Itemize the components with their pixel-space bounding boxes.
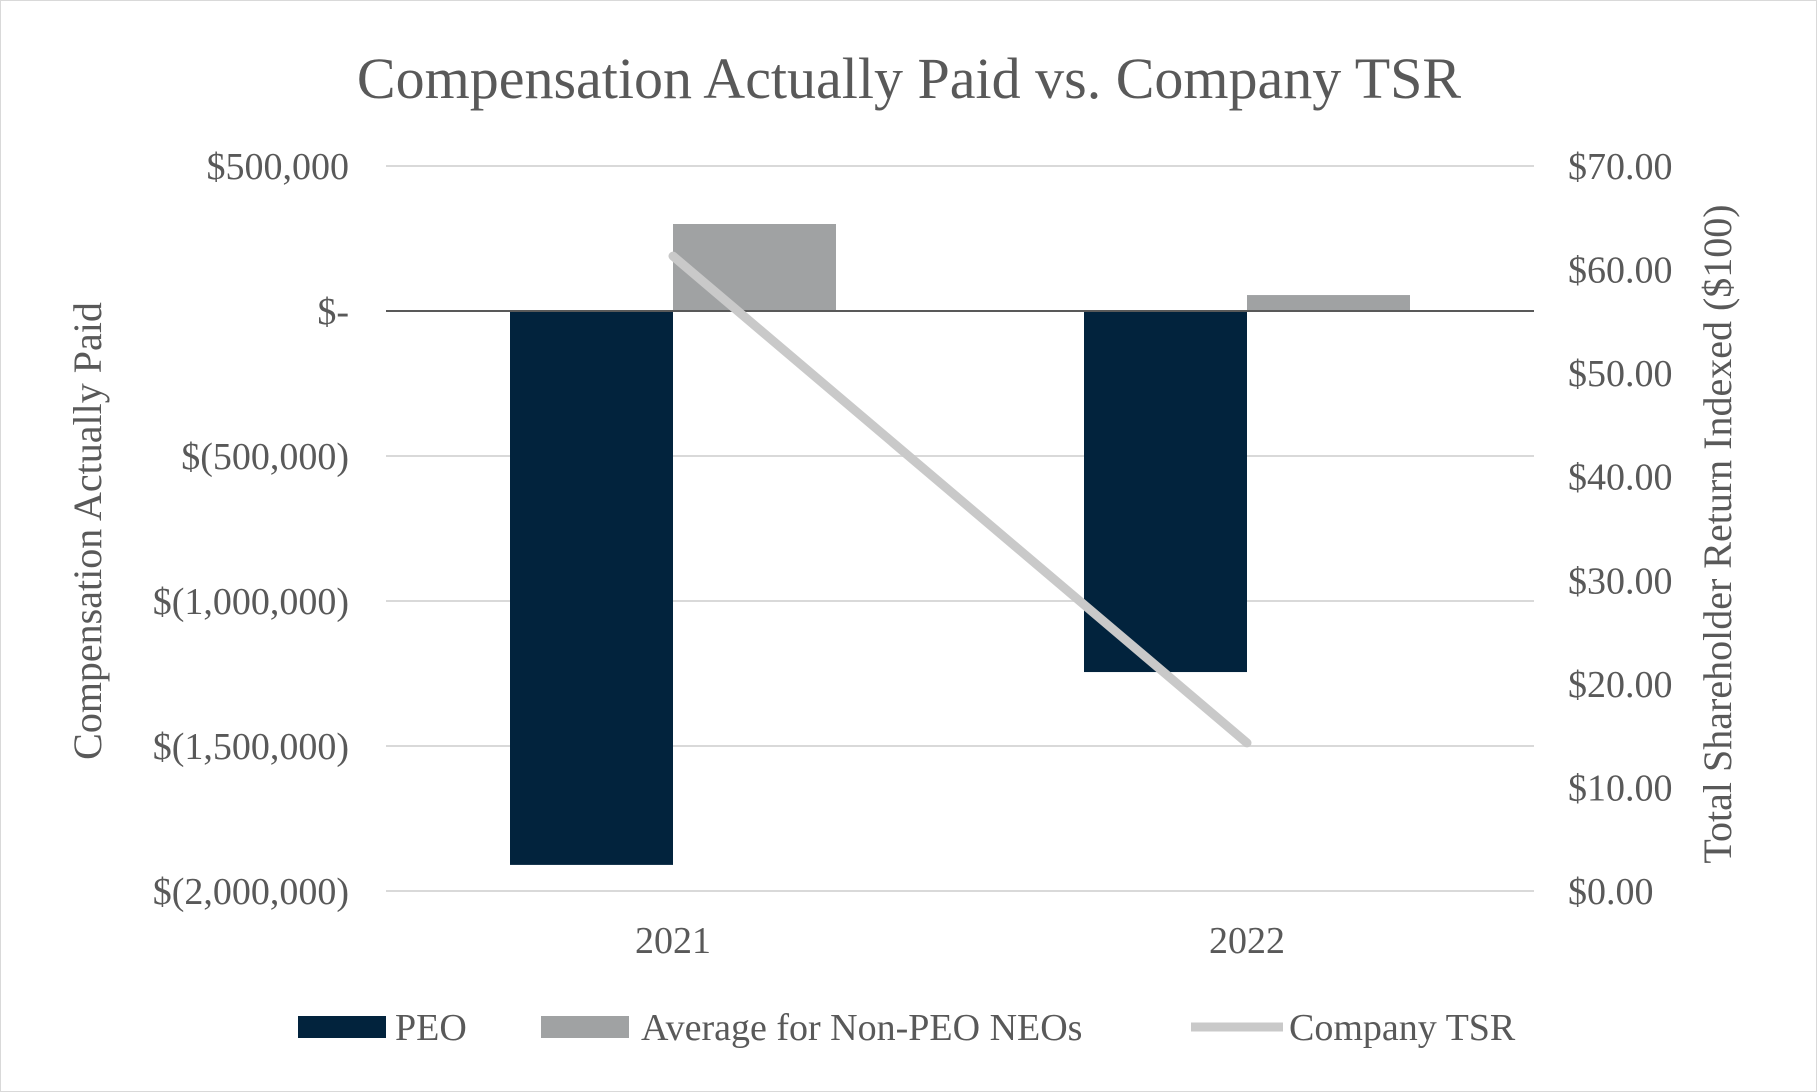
y2-tick-label: $20.00 <box>1568 664 1673 706</box>
y-tick-label: $(1,000,000) <box>153 581 349 623</box>
x-tick-label: 2021 <box>635 920 711 962</box>
bar-peo-2022 <box>1084 311 1247 673</box>
y-tick-label: $(1,500,000) <box>153 726 349 768</box>
x-axis-ticks: 2021 2022 <box>635 920 1285 962</box>
y2-tick-label: $50.00 <box>1568 353 1673 395</box>
legend-label-company-tsr: Company TSR <box>1289 1007 1516 1049</box>
line-company-tsr <box>668 251 1252 748</box>
y-axis-title: Compensation Actually Paid <box>65 302 110 760</box>
bar-average-for-non-peo-neos-2021 <box>673 224 836 311</box>
chart-title: Compensation Actually Paid vs. Company T… <box>357 46 1461 111</box>
y2-tick-label: $10.00 <box>1568 767 1673 809</box>
tsr-line-layer <box>668 251 1252 748</box>
legend-label-average-for-non-peo-neos: Average for Non-PEO NEOs <box>641 1007 1082 1049</box>
bar-average-for-non-peo-neos-2022 <box>1247 295 1410 311</box>
bar-peo-2021 <box>510 311 673 865</box>
y-tick-label: $(500,000) <box>181 436 349 478</box>
y2-axis-title: Total Shareholder Return Indexed ($100) <box>1695 204 1740 863</box>
left-axis-ticks: $500,000 $- $(500,000) $(1,000,000) $(1,500,… <box>153 146 349 913</box>
legend: PEO Average for Non-PEO NEOs Company TSR <box>298 1007 1516 1049</box>
y2-tick-label: $70.00 <box>1568 146 1673 188</box>
y-tick-label: $- <box>317 291 349 333</box>
legend-swatch-peo <box>298 1016 386 1038</box>
y-tick-label: $(2,000,000) <box>153 871 349 913</box>
right-axis-ticks: $70.00 $60.00 $50.00 $40.00 $30.00 $20.00 $10.… <box>1568 146 1673 913</box>
y2-tick-label: $40.00 <box>1568 457 1673 499</box>
legend-swatch-average-for-non-peo-neos <box>541 1016 629 1038</box>
y-tick-label: $500,000 <box>207 146 350 188</box>
legend-label-peo: PEO <box>395 1007 467 1049</box>
bars <box>510 224 1410 865</box>
x-tick-label: 2022 <box>1209 920 1285 962</box>
y2-tick-label: $30.00 <box>1568 560 1673 602</box>
y2-tick-label: $0.00 <box>1568 871 1654 913</box>
y2-tick-label: $60.00 <box>1568 250 1673 292</box>
